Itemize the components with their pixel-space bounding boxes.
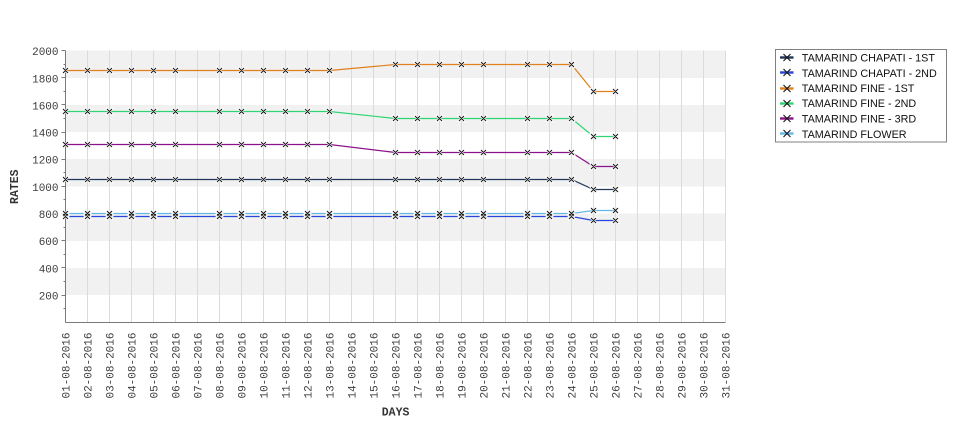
svg-text:11-08-2016: 11-08-2016 <box>282 333 294 399</box>
svg-text:1200: 1200 <box>32 156 58 168</box>
svg-text:03-08-2016: 03-08-2016 <box>106 333 118 399</box>
svg-text:TAMARIND FINE - 3RD: TAMARIND FINE - 3RD <box>802 114 917 126</box>
svg-text:05-08-2016: 05-08-2016 <box>150 333 162 399</box>
svg-text:27-08-2016: 27-08-2016 <box>633 333 645 399</box>
svg-text:TAMARIND CHAPATI - 2ND: TAMARIND CHAPATI - 2ND <box>802 68 937 80</box>
svg-text:04-08-2016: 04-08-2016 <box>128 333 140 399</box>
svg-text:12-08-2016: 12-08-2016 <box>304 333 316 399</box>
svg-text:28-08-2016: 28-08-2016 <box>655 333 667 399</box>
svg-text:TAMARIND FLOWER: TAMARIND FLOWER <box>802 129 907 141</box>
svg-text:22-08-2016: 22-08-2016 <box>524 333 536 399</box>
svg-text:14-08-2016: 14-08-2016 <box>348 333 360 399</box>
svg-text:25-08-2016: 25-08-2016 <box>590 333 602 399</box>
svg-text:RATES: RATES <box>9 169 22 204</box>
svg-text:TAMARIND FINE - 2ND: TAMARIND FINE - 2ND <box>802 98 917 110</box>
svg-text:20-08-2016: 20-08-2016 <box>480 333 492 399</box>
svg-text:17-08-2016: 17-08-2016 <box>414 333 426 399</box>
svg-text:23-08-2016: 23-08-2016 <box>546 333 558 399</box>
svg-text:200: 200 <box>39 292 59 304</box>
svg-text:800: 800 <box>39 210 59 222</box>
svg-text:24-08-2016: 24-08-2016 <box>568 333 580 399</box>
svg-text:2000: 2000 <box>32 47 58 59</box>
svg-text:29-08-2016: 29-08-2016 <box>677 333 689 399</box>
svg-text:30-08-2016: 30-08-2016 <box>699 333 711 399</box>
svg-text:DAYS: DAYS <box>382 407 410 420</box>
svg-text:08-08-2016: 08-08-2016 <box>216 333 228 399</box>
svg-text:1800: 1800 <box>32 74 58 86</box>
svg-text:16-08-2016: 16-08-2016 <box>392 333 404 399</box>
svg-text:TAMARIND CHAPATI - 1ST: TAMARIND CHAPATI - 1ST <box>802 53 936 65</box>
svg-text:21-08-2016: 21-08-2016 <box>502 333 514 399</box>
svg-text:01-08-2016: 01-08-2016 <box>62 333 74 399</box>
svg-text:06-08-2016: 06-08-2016 <box>172 333 184 399</box>
svg-text:600: 600 <box>39 237 59 249</box>
svg-text:02-08-2016: 02-08-2016 <box>84 333 96 399</box>
svg-text:19-08-2016: 19-08-2016 <box>458 333 470 399</box>
svg-text:TAMARIND FINE - 1ST: TAMARIND FINE - 1ST <box>802 83 915 95</box>
svg-text:13-08-2016: 13-08-2016 <box>326 333 338 399</box>
svg-text:400: 400 <box>39 264 59 276</box>
svg-text:09-08-2016: 09-08-2016 <box>238 333 250 399</box>
svg-text:1000: 1000 <box>32 183 58 195</box>
svg-text:1600: 1600 <box>32 101 58 113</box>
svg-text:31-08-2016: 31-08-2016 <box>721 333 733 399</box>
svg-text:26-08-2016: 26-08-2016 <box>612 333 624 399</box>
svg-text:1400: 1400 <box>32 129 58 141</box>
svg-text:10-08-2016: 10-08-2016 <box>260 333 272 399</box>
svg-text:18-08-2016: 18-08-2016 <box>436 333 448 399</box>
svg-text:15-08-2016: 15-08-2016 <box>370 333 382 399</box>
svg-text:07-08-2016: 07-08-2016 <box>194 333 206 399</box>
